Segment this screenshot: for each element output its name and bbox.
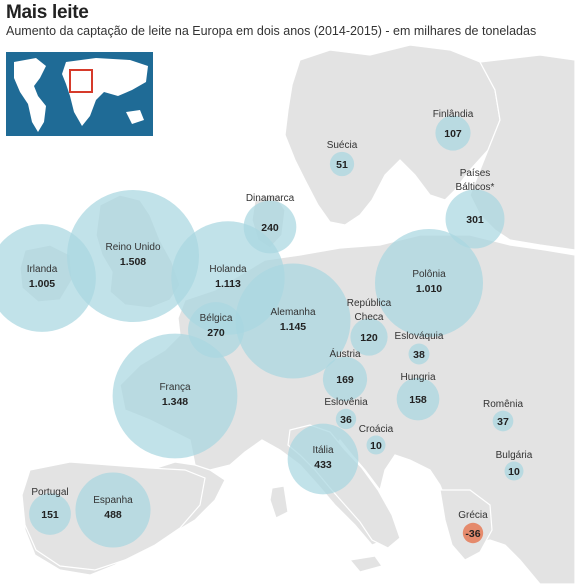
country-label-paises-balticos-2: Bálticos* — [456, 182, 495, 193]
land-greece — [439, 489, 493, 561]
value-label-reino-unido: 1.508 — [120, 256, 146, 268]
bubble-suecia — [329, 151, 355, 177]
value-label-irlanda: 1.005 — [29, 278, 55, 290]
country-label-italia: Itália — [312, 445, 334, 456]
inset-australia — [126, 110, 144, 124]
country-label-espanha: Espanha — [93, 495, 133, 506]
country-label-reino-unido: Reino Unido — [105, 242, 160, 253]
bubble-polonia — [374, 228, 484, 338]
land-sicily — [348, 555, 383, 573]
country-label-holanda: Holanda — [209, 264, 247, 275]
value-label-franca: 1.348 — [162, 396, 188, 408]
value-label-eslovaquia: 38 — [413, 349, 425, 361]
value-label-grecia: -36 — [465, 528, 480, 540]
country-label-alemanha: Alemanha — [270, 307, 315, 318]
value-label-paises-balticos: 301 — [466, 214, 484, 226]
bubble-italia — [287, 423, 359, 495]
country-label-paises-balticos-1: Países — [460, 168, 491, 179]
value-label-italia: 433 — [314, 459, 332, 471]
value-label-hungria: 158 — [409, 394, 427, 406]
inset-eurasia-africa — [62, 58, 148, 126]
bubble-austria — [322, 356, 368, 402]
bubble-republica-checa — [350, 318, 388, 356]
bubble-espanha — [75, 472, 151, 548]
country-label-grecia: Grécia — [458, 510, 488, 521]
bubble-grecia — [462, 522, 484, 544]
value-label-portugal: 151 — [41, 509, 59, 521]
bubble-paises-balticos — [445, 189, 505, 249]
bubble-romenia — [492, 410, 514, 432]
value-label-holanda: 1.113 — [215, 278, 241, 290]
inset-world-map — [6, 52, 153, 136]
country-label-romenia: Romênia — [483, 399, 523, 410]
inset-americas — [14, 58, 46, 132]
bubble-irlanda — [0, 224, 96, 332]
value-label-croacia: 10 — [370, 440, 382, 452]
country-label-finlandia: Finlândia — [433, 109, 474, 120]
value-label-bulgaria: 10 — [508, 466, 520, 478]
inset-europe-marker — [69, 69, 93, 93]
country-label-irlanda: Irlanda — [27, 264, 58, 275]
label-layer: Finlândia 107 Suécia 51 Países Bálticos* 301 Di… — [27, 109, 533, 540]
value-label-austria: 169 — [336, 374, 354, 386]
value-label-republica-checa: 120 — [360, 332, 378, 344]
value-label-polonia: 1.010 — [416, 283, 442, 295]
bubble-bulgaria — [504, 461, 524, 481]
value-label-suecia: 51 — [336, 159, 348, 171]
country-label-bulgaria: Bulgária — [496, 450, 533, 461]
value-label-belgica: 270 — [207, 327, 225, 339]
bubble-croacia — [366, 435, 386, 455]
bubble-layer — [0, 115, 524, 548]
value-label-alemanha: 1.145 — [280, 321, 306, 333]
value-label-dinamarca: 240 — [261, 222, 279, 234]
country-label-croacia: Croácia — [359, 424, 394, 435]
country-label-suecia: Suécia — [327, 140, 358, 151]
bubble-eslovaquia — [408, 343, 430, 365]
value-label-romenia: 37 — [497, 416, 509, 428]
bubble-portugal — [29, 493, 71, 535]
bubble-franca — [112, 333, 238, 459]
country-label-belgica: Bélgica — [200, 313, 233, 324]
value-label-espanha: 488 — [104, 509, 122, 521]
country-label-austria: Áustria — [329, 347, 361, 360]
country-label-franca: França — [159, 382, 191, 393]
value-label-finlandia: 107 — [444, 128, 462, 140]
value-label-eslovenia: 36 — [340, 414, 352, 426]
country-label-hungria: Hungria — [400, 372, 435, 383]
country-label-portugal: Portugal — [31, 487, 68, 498]
land-sardinia — [269, 485, 289, 519]
bubble-eslovenia — [335, 408, 357, 430]
country-label-eslovaquia: Eslováquia — [395, 331, 444, 342]
map-title: Mais leite — [6, 2, 89, 23]
bubble-hungria — [396, 377, 440, 421]
country-label-polonia: Polônia — [412, 269, 446, 280]
country-label-republica-checa-2: Checa — [355, 312, 384, 323]
country-label-dinamarca: Dinamarca — [246, 193, 295, 204]
country-label-republica-checa-1: República — [347, 298, 392, 309]
map-subtitle: Aumento da captação de leite na Europa e… — [6, 24, 537, 38]
bubble-reino-unido — [67, 190, 199, 322]
bubble-finlandia — [435, 115, 471, 151]
land-scandinavia — [284, 44, 501, 226]
country-label-eslovenia: Eslovênia — [324, 397, 368, 408]
bubble-alemanha — [235, 263, 351, 379]
